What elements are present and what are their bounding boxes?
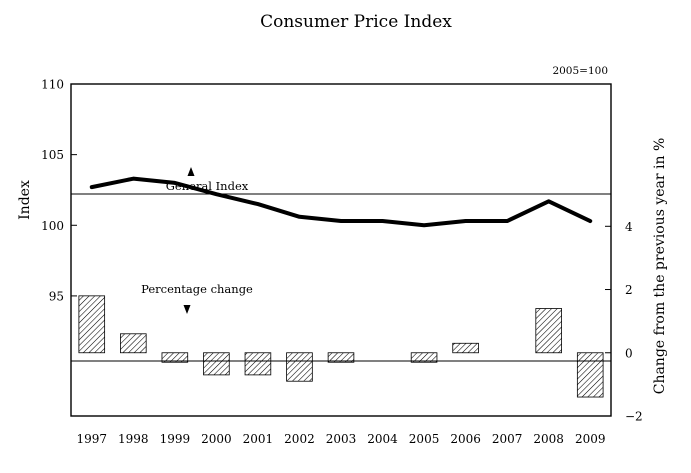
x-tick-label-2008: 2008 [533,432,564,446]
percentage-change-bar-2006 [452,342,479,354]
x-tick-label-2001: 2001 [243,432,274,446]
x-tick-label-2003: 2003 [326,432,357,446]
x-tick-label-2007: 2007 [492,432,523,446]
percentage-change-arrow-icon [183,305,191,314]
percentage-change-bar-2002 [286,352,313,382]
right-tick-label-2: 2 [625,283,633,297]
plot-frame [70,83,612,417]
percentage-change-bar-2008 [535,308,562,354]
percentage-change-bar-2001 [244,352,272,376]
left-tick-label-95: 95 [49,289,64,303]
percentage-change-annotation: Percentage change [141,282,253,296]
x-tick-label-2006: 2006 [450,432,481,446]
x-tick-label-2009: 2009 [575,432,606,446]
right-axis-label: Change from the previous year in % [652,138,668,395]
x-tick-label-2000: 2000 [201,432,232,446]
left-axis-ticks: 110 105 100 95 [41,78,77,303]
left-tick-label-100: 100 [41,219,64,233]
right-tick-label-4: 4 [625,220,633,234]
x-axis-ticks: 1997 1998 1999 2000 2001 2002 2003 2004 2005 2006… [76,432,605,446]
right-tick-label-0: 0 [625,346,633,360]
x-tick-label-1997: 1997 [76,432,107,446]
base-note: 2005=100 [552,65,608,77]
general-index-annotation: General Index [166,179,249,193]
x-tick-label-2002: 2002 [284,432,315,446]
general-index-line [89,176,593,228]
general-index-arrow-icon [187,167,195,176]
left-axis-label: Index [17,180,33,220]
percentage-change-bar-1997 [78,295,106,354]
x-tick-label-2004: 2004 [367,432,398,446]
percentage-change-bar-2003 [327,352,355,363]
left-tick-label-110: 110 [41,78,64,92]
right-tick-label-−2: −2 [625,410,643,424]
left-tick-label-105: 105 [41,148,64,162]
x-tick-label-1998: 1998 [118,432,149,446]
percentage-change-bar-1998 [120,333,147,354]
percentage-change-bars [78,295,604,398]
percentage-change-bar-2005 [410,352,438,363]
percentage-change-bar-2009 [576,352,604,398]
chart-title: Consumer Price Index [260,12,452,32]
x-tick-label-1999: 1999 [160,432,191,446]
percentage-change-bar-1999 [161,352,189,363]
right-axis-ticks: 4 2 0 −2 [605,220,643,424]
x-tick-label-2005: 2005 [409,432,440,446]
percentage-change-bar-2000 [203,352,230,376]
